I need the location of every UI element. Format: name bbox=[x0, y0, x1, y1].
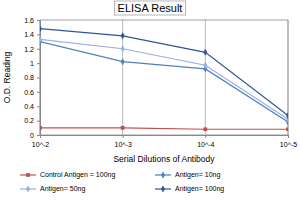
y-tick: 0.2 bbox=[24, 117, 40, 124]
series-marker bbox=[40, 25, 42, 32]
x-tick: 10^-3 bbox=[115, 135, 132, 148]
y-tick-label: 0.6 bbox=[24, 89, 34, 96]
series-marker bbox=[121, 32, 125, 39]
y-tick-label: 1.4 bbox=[24, 31, 34, 38]
x-tick-label: 10^-5 bbox=[280, 141, 297, 148]
y-tick-mark bbox=[37, 63, 40, 64]
y-tick: 1.2 bbox=[24, 45, 40, 52]
y-tick-mark bbox=[37, 20, 40, 21]
y-tick-mark bbox=[37, 121, 40, 122]
legend-label: Antigen= 50ng bbox=[40, 185, 85, 193]
y-tick: 0.4 bbox=[24, 103, 40, 110]
series-line bbox=[40, 29, 288, 116]
series-line bbox=[40, 39, 288, 119]
series-marker bbox=[286, 112, 288, 119]
y-axis: 0 0.2 0.4 0.6 0.8 1 1.2 1.4 1.6 bbox=[24, 17, 40, 139]
x-tick: 10^-2 bbox=[32, 135, 49, 148]
y-tick-label: 1.2 bbox=[24, 45, 34, 52]
x-tick-mark bbox=[123, 135, 124, 138]
x-axis-title: Serial Dilutions of Antibody bbox=[113, 154, 215, 164]
plot-data bbox=[40, 25, 288, 131]
y-tick: 0 bbox=[30, 132, 40, 139]
grid-line bbox=[205, 20, 206, 135]
y-tick: 1.4 bbox=[24, 31, 40, 38]
series-marker bbox=[203, 127, 207, 131]
plot-frame bbox=[40, 20, 288, 135]
x-tick-label: 10^-2 bbox=[32, 141, 49, 148]
legend-label: Antigen= 100ng bbox=[175, 185, 224, 193]
x-tick-mark bbox=[205, 135, 206, 138]
y-tick-label: 0.8 bbox=[24, 74, 34, 81]
y-tick: 0.6 bbox=[24, 89, 40, 96]
y-tick-label: 0.4 bbox=[24, 103, 34, 110]
series-marker bbox=[121, 58, 125, 65]
legend-item: Antigen= 50ng bbox=[20, 185, 85, 193]
x-tick: 10^-4 bbox=[197, 135, 214, 148]
title-box bbox=[115, 1, 186, 15]
y-tick: 1 bbox=[30, 60, 40, 67]
y-tick-label: 1 bbox=[30, 60, 34, 67]
x-tick-label: 10^-3 bbox=[115, 141, 132, 148]
legend-marker bbox=[161, 186, 165, 193]
chart: ELISA Result 0 0.2 0.4 0.6 0.8 1 1.2 1.4 1.6 10^-2… bbox=[0, 0, 300, 200]
x-tick-mark bbox=[288, 135, 289, 138]
series-marker bbox=[40, 126, 42, 130]
y-axis-title: O.D. Reading bbox=[2, 51, 12, 103]
legend-label: Antigen= 10ng bbox=[175, 171, 220, 179]
series-marker bbox=[203, 49, 207, 56]
series-marker bbox=[286, 127, 288, 131]
legend: Control Antigen = 100ng Antigen= 10ng Anti… bbox=[20, 171, 224, 193]
legend-item: Antigen= 10ng bbox=[155, 171, 220, 179]
y-tick-mark bbox=[37, 135, 40, 136]
grid bbox=[40, 20, 288, 135]
legend-marker bbox=[161, 172, 165, 179]
title: ELISA Result bbox=[118, 2, 183, 14]
y-axis-line bbox=[37, 21, 41, 136]
legend-marker bbox=[26, 173, 30, 177]
series-marker bbox=[40, 36, 42, 43]
y-tick-mark bbox=[37, 106, 40, 107]
x-axis-line bbox=[41, 136, 289, 139]
y-tick-mark bbox=[37, 78, 40, 79]
legend-item: Control Antigen = 100ng bbox=[20, 171, 115, 179]
series-marker bbox=[121, 126, 125, 130]
y-tick-mark bbox=[37, 49, 40, 50]
series-marker bbox=[203, 62, 207, 69]
series-marker bbox=[121, 45, 125, 52]
legend-item: Antigen= 100ng bbox=[155, 185, 224, 193]
legend-label: Control Antigen = 100ng bbox=[40, 171, 115, 179]
legend-marker bbox=[26, 186, 30, 193]
title-group: ELISA Result bbox=[115, 1, 186, 15]
y-tick-mark bbox=[37, 34, 40, 35]
y-tick-mark bbox=[37, 92, 40, 93]
x-tick: 10^-5 bbox=[280, 135, 297, 148]
x-tick-mark bbox=[40, 135, 41, 138]
y-tick: 0.8 bbox=[24, 74, 40, 81]
x-axis: 10^-2 10^-3 10^-4 10^-5 bbox=[32, 135, 297, 148]
series-line bbox=[40, 42, 288, 123]
x-tick-label: 10^-4 bbox=[197, 141, 214, 148]
y-tick: 1.6 bbox=[24, 17, 40, 24]
y-tick-label: 0 bbox=[30, 132, 34, 139]
y-tick-label: 1.6 bbox=[24, 17, 34, 24]
y-tick-label: 0.2 bbox=[24, 117, 34, 124]
series-line bbox=[40, 128, 288, 129]
